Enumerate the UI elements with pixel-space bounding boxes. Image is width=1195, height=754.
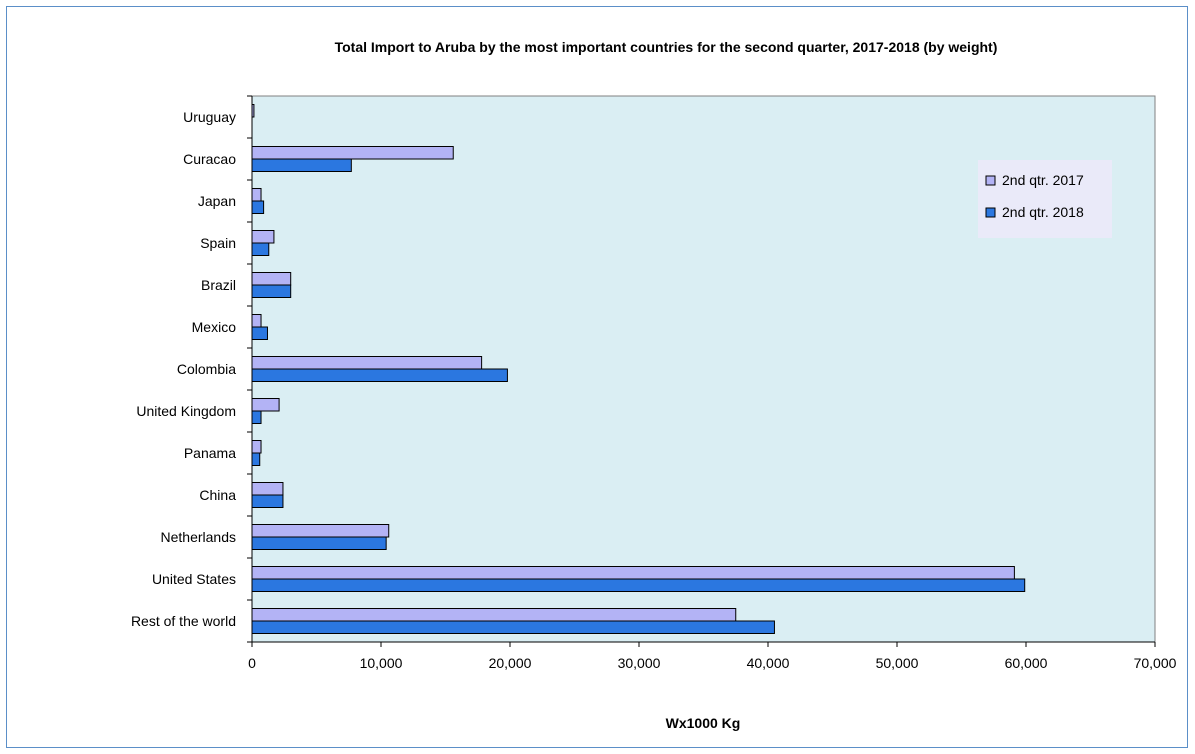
category-label: Uruguay — [183, 109, 236, 125]
category-label: Netherlands — [161, 529, 237, 545]
category-label: Spain — [200, 235, 236, 251]
category-label: China — [199, 487, 236, 503]
bar-2017 — [251, 230, 275, 244]
category-label: Panama — [184, 445, 236, 461]
bar-2018 — [251, 242, 270, 256]
bar-2018 — [251, 620, 775, 634]
bar-2018 — [251, 158, 352, 172]
bar-2017 — [251, 188, 262, 202]
legend-label: 2nd qtr. 2017 — [1002, 172, 1084, 188]
bar-2017 — [251, 314, 262, 328]
bar-2017 — [251, 146, 454, 160]
bar-2018 — [251, 200, 265, 214]
bar-2018 — [251, 536, 387, 550]
x-axis-label: Wx1000 Kg — [666, 715, 741, 731]
bar-2017 — [251, 440, 262, 454]
bar-2017 — [251, 608, 737, 622]
legend-swatch — [985, 207, 996, 218]
legend-swatch — [985, 175, 996, 186]
category-label: Colombia — [177, 361, 236, 377]
category-label: United States — [152, 571, 236, 587]
category-label: United Kingdom — [136, 403, 236, 419]
x-tick-label: 70,000 — [1134, 655, 1177, 671]
bar-2018 — [251, 578, 1026, 592]
x-tick-label: 60,000 — [1005, 655, 1048, 671]
bar-2018 — [251, 326, 268, 340]
bar-2017 — [251, 398, 280, 412]
category-label: Brazil — [201, 277, 236, 293]
category-label: Curacao — [183, 151, 236, 167]
x-tick-label: 20,000 — [489, 655, 532, 671]
legend-label: 2nd qtr. 2018 — [1002, 204, 1084, 220]
x-tick-label: 40,000 — [747, 655, 790, 671]
bar-2018 — [251, 452, 261, 466]
x-tick-label: 0 — [248, 655, 256, 671]
bar-2017 — [251, 524, 390, 538]
category-label: Mexico — [192, 319, 237, 335]
chart-title: Total Import to Aruba by the most import… — [335, 39, 998, 55]
x-tick-label: 10,000 — [360, 655, 403, 671]
bar-2018 — [251, 284, 292, 298]
bar-2018 — [251, 494, 284, 508]
legend-box — [978, 160, 1112, 238]
category-label: Rest of the world — [131, 613, 236, 629]
bar-2017 — [251, 482, 284, 496]
bar-2017 — [251, 272, 292, 286]
x-tick-label: 50,000 — [876, 655, 919, 671]
x-tick-label: 30,000 — [618, 655, 661, 671]
category-label: Japan — [198, 193, 236, 209]
bar-2018 — [251, 368, 508, 382]
bar-2017 — [251, 566, 1015, 580]
bar-2017 — [251, 356, 483, 370]
bar-2018 — [251, 410, 262, 424]
